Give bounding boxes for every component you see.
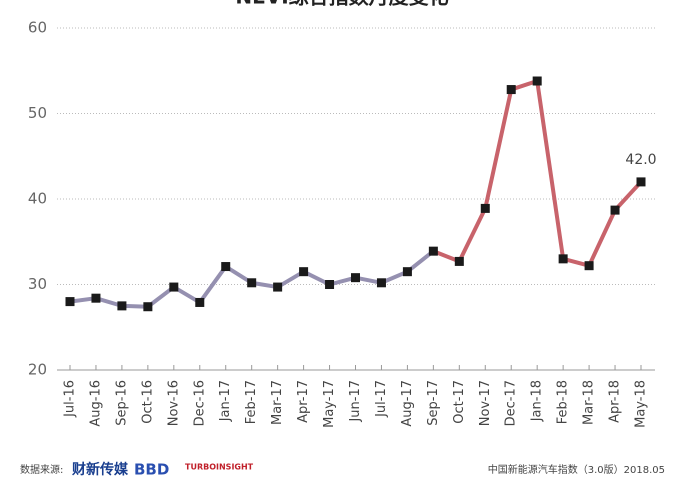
x-tick-label: May-18	[634, 380, 649, 428]
x-tick-label: Dec-16	[192, 380, 207, 426]
marker	[273, 282, 283, 292]
marker	[532, 76, 542, 86]
x-tick-label: Jul-17	[374, 380, 389, 418]
x-tick-label: Nov-17	[478, 380, 493, 426]
x-tick-label: Mar-18	[582, 380, 597, 425]
x-tick-label: Aug-16	[88, 380, 103, 427]
source-label: 数据来源:	[20, 463, 63, 476]
line-segment	[197, 264, 228, 305]
x-tick-label: Mar-17	[270, 380, 285, 425]
x-tick-label: Sep-17	[426, 380, 441, 426]
x-tick-label: Oct-17	[452, 380, 467, 424]
line-segment	[613, 179, 643, 213]
source-logo: 财新传媒	[71, 461, 129, 478]
chart-title: NEVI综合指数月度变化	[235, 0, 448, 9]
marker	[428, 246, 438, 256]
x-tick-label: Dec-17	[504, 380, 519, 426]
x-tick-label: Oct-16	[140, 380, 155, 424]
x-tick-label: Jun-17	[348, 380, 363, 423]
x-tick-label: Aug-17	[400, 380, 415, 427]
marker	[325, 280, 335, 289]
marker	[143, 302, 153, 312]
marker	[584, 261, 594, 271]
marker	[480, 203, 490, 213]
marker	[195, 297, 205, 307]
marker	[454, 256, 464, 266]
line-segment	[587, 208, 618, 268]
x-tick-label: May-17	[322, 380, 337, 428]
marker	[65, 297, 75, 307]
marker	[402, 267, 412, 277]
marker	[351, 273, 360, 283]
marker	[506, 85, 516, 95]
x-tick-label: Nov-16	[166, 380, 181, 426]
line-segment	[483, 87, 514, 211]
y-tick-label: 50	[28, 104, 47, 122]
y-tick-label: 60	[28, 19, 47, 37]
source-logo: BBD	[134, 461, 169, 479]
x-tick-label: Jan-17	[218, 380, 233, 422]
x-tick-label: Apr-17	[296, 380, 311, 423]
marker	[117, 301, 127, 311]
x-tick-label: Feb-17	[244, 380, 259, 424]
marker	[376, 278, 386, 288]
x-tick-label: Apr-18	[608, 380, 623, 423]
y-tick-label: 40	[28, 190, 47, 208]
marker	[91, 293, 101, 303]
y-tick-label: 20	[28, 361, 47, 379]
marker	[610, 205, 620, 215]
marker	[636, 177, 646, 187]
marker	[558, 254, 568, 264]
data-label: 42.0	[625, 152, 656, 168]
line-segment	[457, 206, 488, 264]
marker	[299, 267, 309, 277]
x-tick-label: Jul-16	[63, 380, 78, 418]
footer-note: 中国新能源汽车指数（3.0版）2018.05	[488, 463, 665, 476]
marker	[169, 282, 179, 292]
marker	[221, 262, 231, 272]
line-segment	[535, 79, 566, 261]
source-logo: TURBOINSIGHT	[185, 463, 254, 472]
marker	[247, 278, 257, 288]
x-tick-label: Sep-16	[114, 380, 129, 426]
x-tick-label: Feb-18	[556, 380, 571, 424]
y-tick-label: 30	[28, 275, 47, 293]
x-tick-label: Jan-18	[530, 380, 545, 422]
